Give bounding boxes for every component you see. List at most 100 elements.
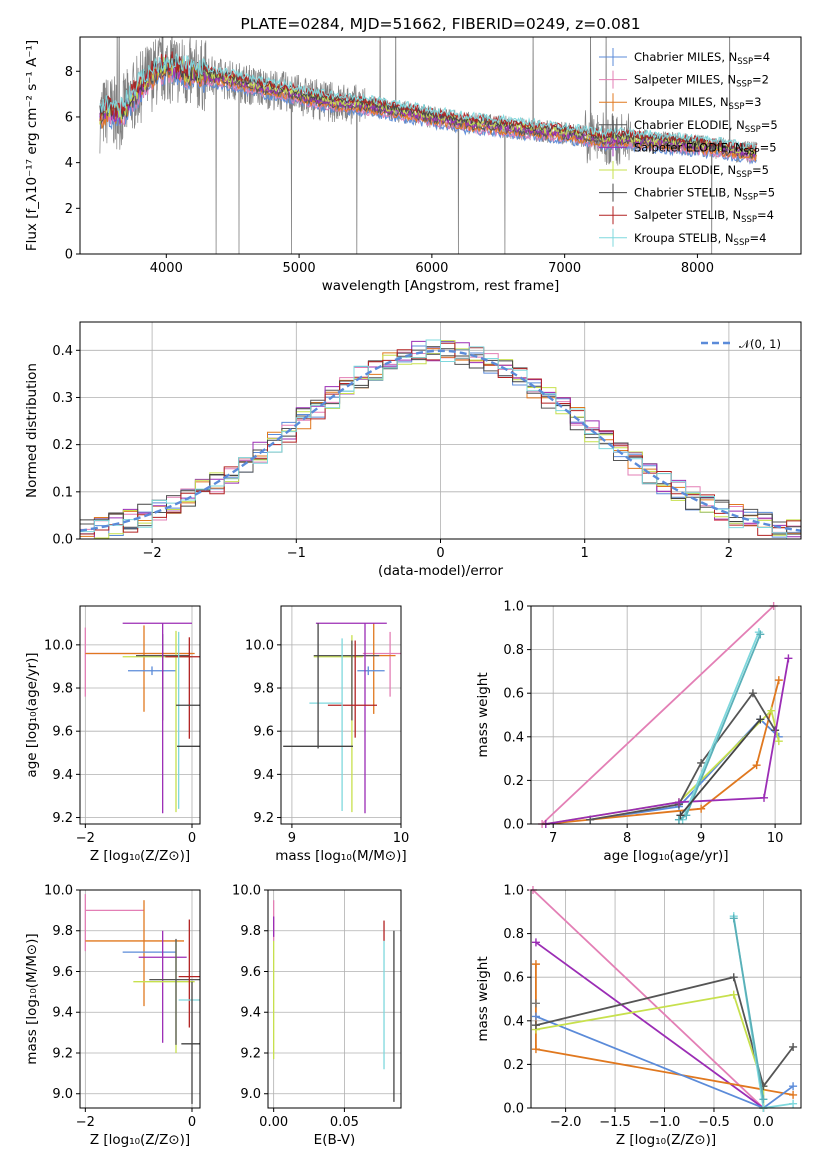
axes-frame bbox=[79, 605, 201, 825]
y-tick-label: 6 bbox=[65, 110, 73, 125]
y-tick-label: 0.6 bbox=[503, 687, 524, 702]
x-tick-label: 0 bbox=[436, 546, 444, 561]
x-axis-label: wavelength [Angstrom, rest frame] bbox=[322, 278, 560, 294]
mass_vs_ebv-panel: 0.00 0.05 9.0 9.2 9.4 9.6 9.8 10.0 E(B-V) bbox=[232, 884, 402, 1148]
y-tick-label: 9.4 bbox=[52, 1006, 73, 1021]
y-tick-label: 0 bbox=[65, 248, 73, 263]
x-tick-label: 0 bbox=[188, 1115, 196, 1130]
x-tick-label: 7 bbox=[549, 831, 557, 846]
x-tick-label: −2.0 bbox=[550, 1115, 582, 1130]
weight-marker bbox=[756, 630, 765, 639]
weight-marker bbox=[531, 1012, 540, 1021]
weight-marker bbox=[774, 737, 783, 746]
x-tick-label: 0.00 bbox=[259, 1115, 288, 1130]
mass_vs_Z-panel: −2 0 9.0 9.2 9.4 9.6 9.8 10.0 Z [log₁₀(Z/Z⊙)] mas… bbox=[24, 884, 201, 1148]
x-tick-label: 0.0 bbox=[753, 1115, 774, 1130]
axes-frame bbox=[79, 321, 802, 540]
x-tick-label: 8 bbox=[623, 831, 631, 846]
normal-distribution-line bbox=[80, 349, 801, 532]
weight-series-line bbox=[535, 976, 794, 1089]
y-tick-label: 0.0 bbox=[52, 533, 73, 548]
x-tick-label: 5000 bbox=[283, 261, 316, 276]
x-tick-label: −1.0 bbox=[649, 1115, 681, 1130]
weight-marker bbox=[729, 914, 738, 923]
x-tick-label: 9 bbox=[288, 831, 296, 846]
errorbar-points bbox=[84, 894, 200, 1104]
y-tick-label: 0.4 bbox=[503, 730, 524, 745]
weight-marker bbox=[752, 761, 761, 770]
legend-label: Kroupa STELIB, NSSP=4 bbox=[634, 231, 766, 248]
y-axis-label: mass weight bbox=[475, 956, 491, 1041]
y-tick-label: 9.0 bbox=[52, 1087, 73, 1102]
y-tick-label: 1.0 bbox=[503, 600, 524, 615]
legend-label: 𝒩(0, 1) bbox=[739, 337, 781, 351]
residuals-panel: −2 −1 0 1 2 0.0 0.1 0.2 0.3 0.4 (data-model)/error… bbox=[24, 321, 802, 579]
weight-marker bbox=[756, 715, 765, 724]
axes-frame bbox=[267, 889, 402, 1109]
x-tick-label: 6000 bbox=[415, 261, 448, 276]
y-tick-label: 0.0 bbox=[503, 1102, 524, 1117]
weight-marker bbox=[729, 973, 738, 982]
weight-marker bbox=[531, 1021, 540, 1030]
spectrum-panel: 4000 5000 6000 7000 8000 0 2 4 6 8 wavelength [Ang… bbox=[24, 15, 802, 294]
weight-marker bbox=[674, 798, 683, 807]
weight-marker bbox=[789, 1082, 798, 1091]
age_vs_Z-panel: −2 0 9.2 9.4 9.6 9.8 10.0 Z [log₁₀(Z/Z⊙)] age [l… bbox=[24, 605, 201, 864]
weight-marker bbox=[531, 960, 540, 969]
x-tick-label: 9 bbox=[697, 831, 705, 846]
weight-marker bbox=[697, 758, 706, 767]
x-tick-label: −2 bbox=[143, 546, 162, 561]
weight-marker bbox=[697, 804, 706, 813]
x-tick-label: 4000 bbox=[150, 261, 183, 276]
x-tick-label: 10 bbox=[767, 831, 784, 846]
x-axis-label: Z [log₁₀(Z/Z⊙)] bbox=[90, 1132, 190, 1148]
y-axis-label: age [log₁₀(age/yr)] bbox=[24, 652, 40, 777]
observed-spectrum-line bbox=[99, 37, 758, 254]
x-tick-label: −1.5 bbox=[599, 1115, 631, 1130]
age_vs_mass-panel: 9 10 9.2 9.4 9.6 9.8 10.0 mass [log₁₀(M/M⊙)] bbox=[245, 605, 409, 864]
y-tick-label: 10.0 bbox=[44, 638, 73, 653]
legend-label: Chabrier STELIB, NSSP=5 bbox=[634, 186, 775, 203]
y-tick-label: 9.2 bbox=[52, 811, 73, 826]
y-tick-label: 9.0 bbox=[240, 1087, 261, 1102]
x-axis-label: Z [log₁₀(Z/Z⊙)] bbox=[616, 1132, 716, 1148]
y-tick-label: 0.3 bbox=[52, 391, 73, 406]
y-tick-label: 9.8 bbox=[253, 682, 274, 697]
x-tick-label: −1 bbox=[287, 546, 306, 561]
y-tick-label: 0.2 bbox=[503, 774, 524, 789]
massweight_vs_age-panel: 7 8 9 10 0.0 0.2 0.4 0.6 0.8 1.0 age [log₁₀(age/yr… bbox=[475, 600, 802, 864]
y-tick-label: 4 bbox=[65, 156, 73, 171]
legend-label: Salpeter STELIB, NSSP=4 bbox=[634, 208, 774, 225]
legend-label: Chabrier MILES, NSSP=4 bbox=[634, 50, 770, 67]
legend-label: Kroupa ELODIE, NSSP=5 bbox=[634, 163, 769, 180]
x-axis-label: E(B-V) bbox=[314, 1132, 356, 1148]
y-axis-label: Flux [f_λ10⁻¹⁷ erg cm⁻² s⁻¹ A⁻¹] bbox=[24, 40, 40, 251]
x-tick-label: −2 bbox=[76, 1115, 95, 1130]
weight-series-line bbox=[679, 718, 761, 816]
massweight_vs_Z-panel: −2.0 −1.5 −1.0 −0.5 0.0 0.0 0.2 0.4 0.6 0.8 1.0 Z [… bbox=[475, 884, 802, 1148]
y-tick-label: 8 bbox=[65, 65, 73, 80]
y-tick-label: 0.8 bbox=[503, 927, 524, 942]
chart-title: PLATE=0284, MJD=51662, FIBERID=0249, z=0… bbox=[240, 15, 640, 33]
weight-marker bbox=[774, 676, 783, 685]
weight-marker bbox=[531, 999, 540, 1008]
y-tick-label: 0.4 bbox=[52, 344, 73, 359]
axes-frame bbox=[280, 605, 402, 825]
y-tick-label: 10.0 bbox=[232, 884, 261, 899]
y-tick-label: 0.2 bbox=[503, 1058, 524, 1073]
y-tick-label: 9.8 bbox=[52, 924, 73, 939]
x-axis-label: Z [log₁₀(Z/Z⊙)] bbox=[90, 848, 190, 864]
model-spectrum-line bbox=[99, 59, 757, 163]
weight-marker bbox=[789, 1042, 798, 1051]
y-axis-label: mass [log₁₀(M/M⊙)] bbox=[24, 933, 40, 1064]
weight-series-line bbox=[541, 605, 775, 825]
x-axis-label: age [log₁₀(age/yr)] bbox=[603, 848, 728, 864]
y-tick-label: 0.0 bbox=[503, 818, 524, 833]
x-axis-label: mass [log₁₀(M/M⊙)] bbox=[275, 848, 406, 864]
weight-marker bbox=[674, 815, 683, 824]
y-tick-label: 0.8 bbox=[503, 643, 524, 658]
histogram-traces bbox=[80, 339, 801, 539]
x-tick-label: 0.05 bbox=[330, 1115, 359, 1130]
weight-marker bbox=[760, 793, 769, 802]
y-axis-label: mass weight bbox=[475, 672, 491, 757]
